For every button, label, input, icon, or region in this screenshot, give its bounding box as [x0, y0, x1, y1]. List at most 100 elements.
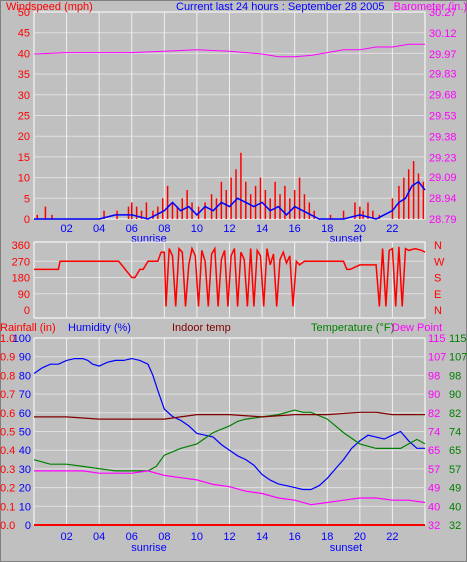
- top-series: [33, 43, 426, 220]
- direction-compass-tick: S: [434, 273, 441, 285]
- x-tick: 06: [126, 223, 138, 235]
- humidity-tick: 0: [25, 520, 31, 532]
- barometer-tick: 29.38: [429, 131, 457, 143]
- rainfall-tick: 0.6: [0, 408, 15, 420]
- barometer-tick: 30.27: [429, 7, 457, 19]
- windspeed-title: Windspeed (mph): [6, 1, 93, 13]
- direction-degree-tick: 270: [12, 256, 30, 268]
- humidity-tick: 100: [13, 333, 31, 345]
- sunset-label-bottom: sunset: [330, 542, 362, 554]
- temperature-tick: 49: [449, 483, 461, 495]
- windspeed-tick: 25: [18, 111, 30, 123]
- direction-degree-labels: 0 90 180 270 360: [12, 240, 30, 317]
- temperature-tick: 90: [449, 389, 461, 401]
- direction-compass-tick: N: [434, 240, 442, 252]
- indoor-temp-title: Indoor temp: [172, 322, 231, 334]
- x-tick: 06: [126, 531, 138, 543]
- direction-degree-tick: 0: [24, 305, 30, 317]
- temperature-tick: 65: [449, 445, 461, 457]
- temperature-tick: 107: [449, 352, 467, 364]
- dewpoint-tick: 32: [428, 520, 440, 532]
- dewpoint-tick-labels: 32 40 49 57 65 74 82 90 98 107 115: [428, 333, 446, 532]
- humidity-tick: 80: [19, 370, 31, 382]
- top-x-tick-labels: 02 04 06 08 10 12 14 16 18 20 22: [60, 223, 398, 235]
- temperature-tick: 32: [449, 520, 461, 532]
- dewpoint-tick: 82: [428, 408, 440, 420]
- x-tick: 10: [191, 223, 203, 235]
- windspeed-tick: 20: [18, 131, 30, 143]
- barometer-tick: 29.09: [429, 172, 457, 184]
- wind-direction-line: [34, 246, 426, 307]
- windspeed-tick: 40: [18, 48, 30, 60]
- humidity-tick: 50: [19, 427, 31, 439]
- windspeed-tick: 50: [18, 7, 30, 19]
- x-tick: 16: [289, 531, 301, 543]
- temperature-tick-labels: 32 40 49 57 65 74 82 90 98 107 115: [449, 333, 467, 532]
- barometer-tick: 29.97: [429, 49, 457, 61]
- x-tick: 04: [93, 531, 105, 543]
- barometer-title: Barometer (in.): [394, 1, 467, 13]
- temperature-tick: 98: [449, 370, 461, 382]
- humidity-title: Humidity (%): [68, 322, 131, 334]
- dewpoint-tick: 107: [428, 352, 446, 364]
- dewpoint-tick: 57: [428, 464, 440, 476]
- dewpoint-tick: 49: [428, 483, 440, 495]
- x-tick: 10: [191, 531, 203, 543]
- temperature-tick: 82: [449, 408, 461, 420]
- direction-compass-tick: E: [434, 289, 441, 301]
- windspeed-tick: 45: [18, 28, 30, 40]
- dewpoint-tick: 74: [428, 427, 440, 439]
- x-tick: 02: [60, 531, 72, 543]
- bottom-grid: [34, 338, 425, 525]
- direction-compass-tick: N: [434, 305, 442, 317]
- barometer-tick: 29.23: [429, 152, 457, 164]
- temperature-title: Temperature (°F): [311, 322, 394, 334]
- dewpoint-tick: 115: [428, 333, 446, 345]
- x-tick: 02: [60, 223, 72, 235]
- barometer-tick: 30.12: [429, 28, 457, 40]
- barometer-tick: 29.83: [429, 69, 457, 81]
- indoor-temp-line: [34, 411, 425, 420]
- humidity-tick: 60: [19, 408, 31, 420]
- x-tick: 08: [158, 531, 170, 543]
- rainfall-tick: 0.8: [0, 370, 15, 382]
- windspeed-tick-labels: 0 5 10 15 20 25 30 35 40 45 50: [18, 7, 30, 226]
- humidity-tick: 20: [19, 483, 31, 495]
- windspeed-tick: 10: [18, 173, 30, 185]
- barometer-tick-labels: 28.79 28.94 29.09 29.23 29.38 29.53 29.68 29.83…: [429, 7, 457, 226]
- humidity-tick: 90: [19, 352, 31, 364]
- windspeed-tick: 0: [24, 214, 30, 226]
- rainfall-tick-labels: 0.0 0.1 0.2 0.3 0.4 0.5 0.6 0.7 0.8 0.9 1.0: [0, 333, 15, 532]
- rainfall-tick: 0.0: [0, 520, 15, 532]
- x-tick: 08: [158, 223, 170, 235]
- x-tick: 18: [321, 223, 333, 235]
- rainfall-tick: 0.9: [0, 352, 15, 364]
- barometer-title-clip: Barometer (in.): [394, 1, 467, 13]
- windspeed-tick: 5: [24, 193, 30, 205]
- dewpoint-tick: 40: [428, 501, 440, 513]
- rainfall-tick: 0.2: [0, 483, 15, 495]
- barometer-tick: 28.94: [429, 193, 457, 205]
- direction-degree-tick: 180: [12, 273, 30, 285]
- humidity-tick: 10: [19, 501, 31, 513]
- x-tick: 18: [321, 531, 333, 543]
- direction-degree-tick: 360: [12, 240, 30, 252]
- rainfall-tick: 0.5: [0, 427, 15, 439]
- rainfall-tick: 0.4: [0, 445, 15, 457]
- humidity-tick-labels: 0 10 20 30 40 50 60 70 80 90 100: [13, 333, 31, 532]
- bottom-series: [33, 357, 426, 526]
- bottom-x-tick-labels: 02 04 06 08 10 12 14 16 18 20 22: [60, 531, 398, 543]
- rainfall-tick: 0.7: [0, 389, 15, 401]
- humidity-tick: 40: [19, 445, 31, 457]
- direction-compass-tick: W: [434, 256, 445, 268]
- x-tick: 04: [93, 223, 105, 235]
- rainfall-tick: 1.0: [0, 333, 15, 345]
- temperature-line: [33, 409, 426, 472]
- direction-series: [34, 246, 426, 307]
- temperature-tick: 40: [449, 501, 461, 513]
- temperature-tick: 74: [449, 427, 461, 439]
- rainfall-tick: 0.3: [0, 464, 15, 476]
- windspeed-tick: 30: [18, 90, 30, 102]
